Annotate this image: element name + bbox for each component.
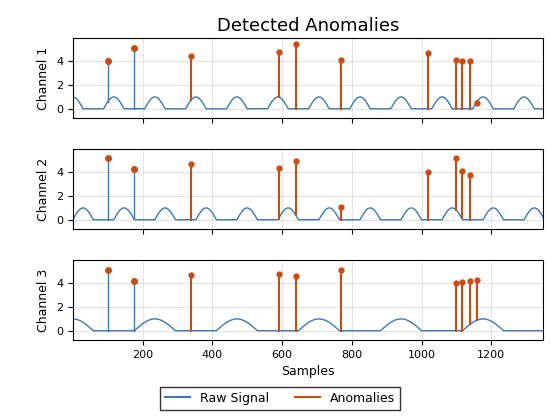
Title: Detected Anomalies: Detected Anomalies xyxy=(217,17,399,35)
Legend: Raw Signal, Anomalies: Raw Signal, Anomalies xyxy=(160,386,400,410)
Y-axis label: Channel 2: Channel 2 xyxy=(38,158,50,220)
Y-axis label: Channel 3: Channel 3 xyxy=(38,268,50,332)
Y-axis label: Channel 1: Channel 1 xyxy=(38,46,50,110)
X-axis label: Samples: Samples xyxy=(281,365,335,378)
